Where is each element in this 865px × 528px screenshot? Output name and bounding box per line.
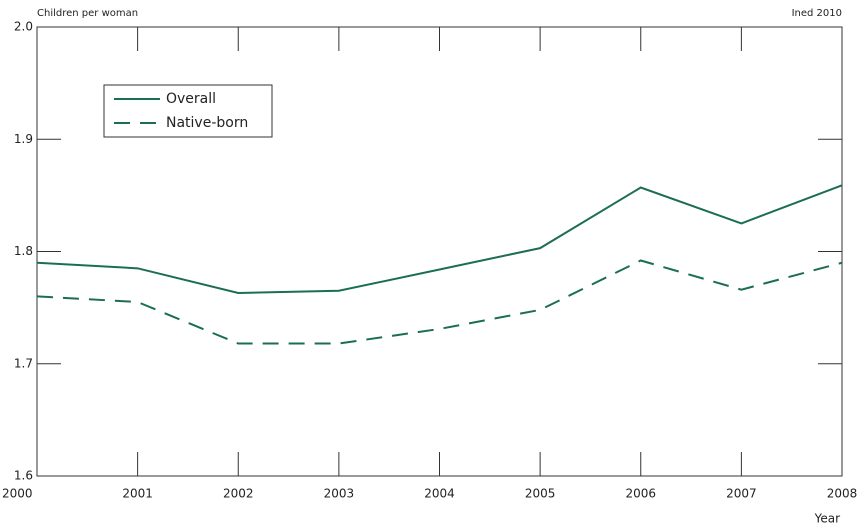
source: Ined 2010	[792, 8, 842, 19]
series-line	[36, 259, 843, 345]
x-tick-label: 2008	[827, 487, 858, 501]
x-tick-label: 2005	[525, 487, 556, 501]
x-tick-label: 2000	[2, 487, 33, 501]
y-tick-label: 1.9	[14, 132, 33, 146]
y-tick-label: 1.7	[14, 356, 33, 370]
x-tick-label: 2001	[122, 487, 153, 501]
legend-label: Native-born	[166, 115, 248, 131]
x-tick-label: 2004	[424, 487, 455, 501]
y-tick-label: 1.8	[14, 244, 33, 258]
y-tick-label: 2.0	[14, 20, 33, 34]
legend-box	[103, 84, 273, 138]
x-tick-label: 2003	[324, 487, 355, 501]
legend-label: Overall	[166, 91, 216, 107]
series-line	[36, 184, 843, 295]
y-tick-label: 1.6	[14, 469, 33, 483]
x-tick-label: 2002	[223, 487, 254, 501]
y-axis-label: Children per woman	[37, 8, 138, 19]
x-tick-label: 2006	[625, 487, 656, 501]
x-axis-label: Year	[814, 512, 840, 526]
x-tick-label: 2007	[726, 487, 757, 501]
